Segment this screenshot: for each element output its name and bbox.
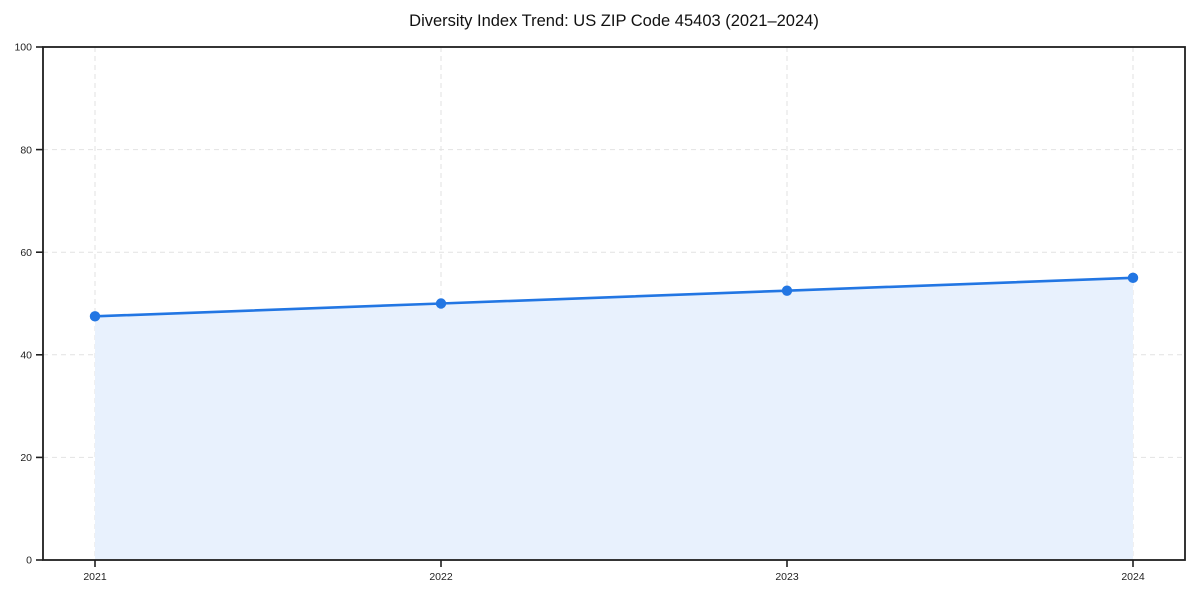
- y-tick-label: 0: [26, 555, 32, 567]
- y-tick-label: 60: [20, 247, 32, 259]
- trend-line: [93, 276, 1135, 318]
- y-tick-label: 20: [20, 452, 32, 464]
- area-fill: [95, 277, 1133, 560]
- x-tick-label: 2021: [83, 571, 107, 583]
- x-tick-label: 2024: [1121, 571, 1145, 583]
- plot-border: [42, 46, 1186, 561]
- data-point-marker: [89, 311, 101, 322]
- x-tick-label: 2023: [775, 571, 799, 583]
- chart-title: Diversity Index Trend: US ZIP Code 45403…: [409, 12, 819, 30]
- y-tick-label: 80: [20, 144, 32, 156]
- data-point-marker: [1127, 272, 1139, 284]
- x-tick-label: 2022: [429, 571, 453, 583]
- y-tick-label: 40: [20, 349, 32, 361]
- data-point-marker: [781, 285, 793, 296]
- data-point-marker: [435, 298, 447, 309]
- y-tick-label: 100: [14, 42, 32, 54]
